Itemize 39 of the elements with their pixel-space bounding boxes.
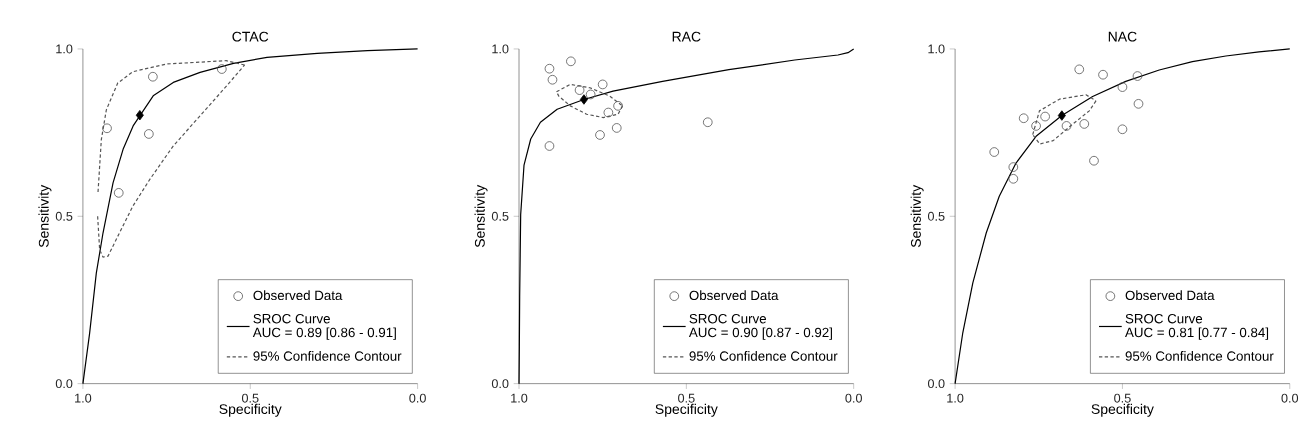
x-tick-label: 0.0 — [1281, 393, 1299, 403]
y-axis-title: Sensitivity — [910, 185, 924, 248]
legend-label: 95% Confidence Contour — [689, 351, 838, 361]
chart-title: CTAC — [232, 31, 269, 42]
chart-title: NAC — [1108, 31, 1137, 42]
x-tick-label: 1.0 — [75, 393, 92, 403]
annotation: AUC = 0.90 [0.87 - 0.92] — [688, 327, 832, 340]
legend-label: 95% Confidence Contour — [1125, 351, 1274, 361]
y-tick-label: 0.5 — [927, 212, 945, 221]
y-tick-label: 0.5 — [55, 212, 73, 221]
legend-label: Observed Data — [253, 290, 343, 301]
annotation: AUC = 0.81 [0.77 - 0.84] — [1125, 327, 1269, 340]
y-tick-label: 0.0 — [927, 379, 945, 389]
chart-title: RAC — [672, 31, 701, 42]
x-tick-label: 0.5 — [678, 393, 695, 403]
legend-label: SROC Curve — [1125, 314, 1203, 324]
y-tick-label: 0.5 — [491, 212, 509, 221]
legend-label: SROC Curve — [689, 314, 767, 324]
y-tick-label: 0.0 — [55, 379, 73, 389]
legend-label: Observed Data — [689, 290, 779, 301]
x-tick-label: 0.5 — [1114, 393, 1131, 403]
legend-label: 95% Confidence Contour — [253, 351, 402, 361]
y-tick-label: 1.0 — [492, 44, 509, 54]
y-axis-title: Sensitivity — [38, 185, 52, 248]
annotation: AUC = 0.89 [0.86 - 0.91] — [252, 327, 396, 340]
y-tick-label: 0.0 — [491, 379, 509, 389]
x-tick-label: 0.5 — [241, 393, 259, 403]
x-axis-title: Specificity — [1091, 403, 1154, 418]
x-tick-label: 1.0 — [947, 393, 964, 403]
x-tick-label: 0.0 — [409, 393, 426, 403]
x-axis-title: Specificity — [219, 403, 282, 418]
x-tick-label: 1.0 — [511, 393, 528, 403]
y-axis-title: Sensitivity — [474, 185, 488, 248]
x-axis-title: Specificity — [655, 403, 718, 418]
legend-label: Observed Data — [1125, 290, 1215, 301]
legend-label: SROC Curve — [253, 314, 330, 324]
x-tick-label: 0.0 — [845, 393, 862, 403]
y-tick-label: 1.0 — [928, 44, 945, 54]
y-tick-label: 1.0 — [56, 44, 73, 54]
